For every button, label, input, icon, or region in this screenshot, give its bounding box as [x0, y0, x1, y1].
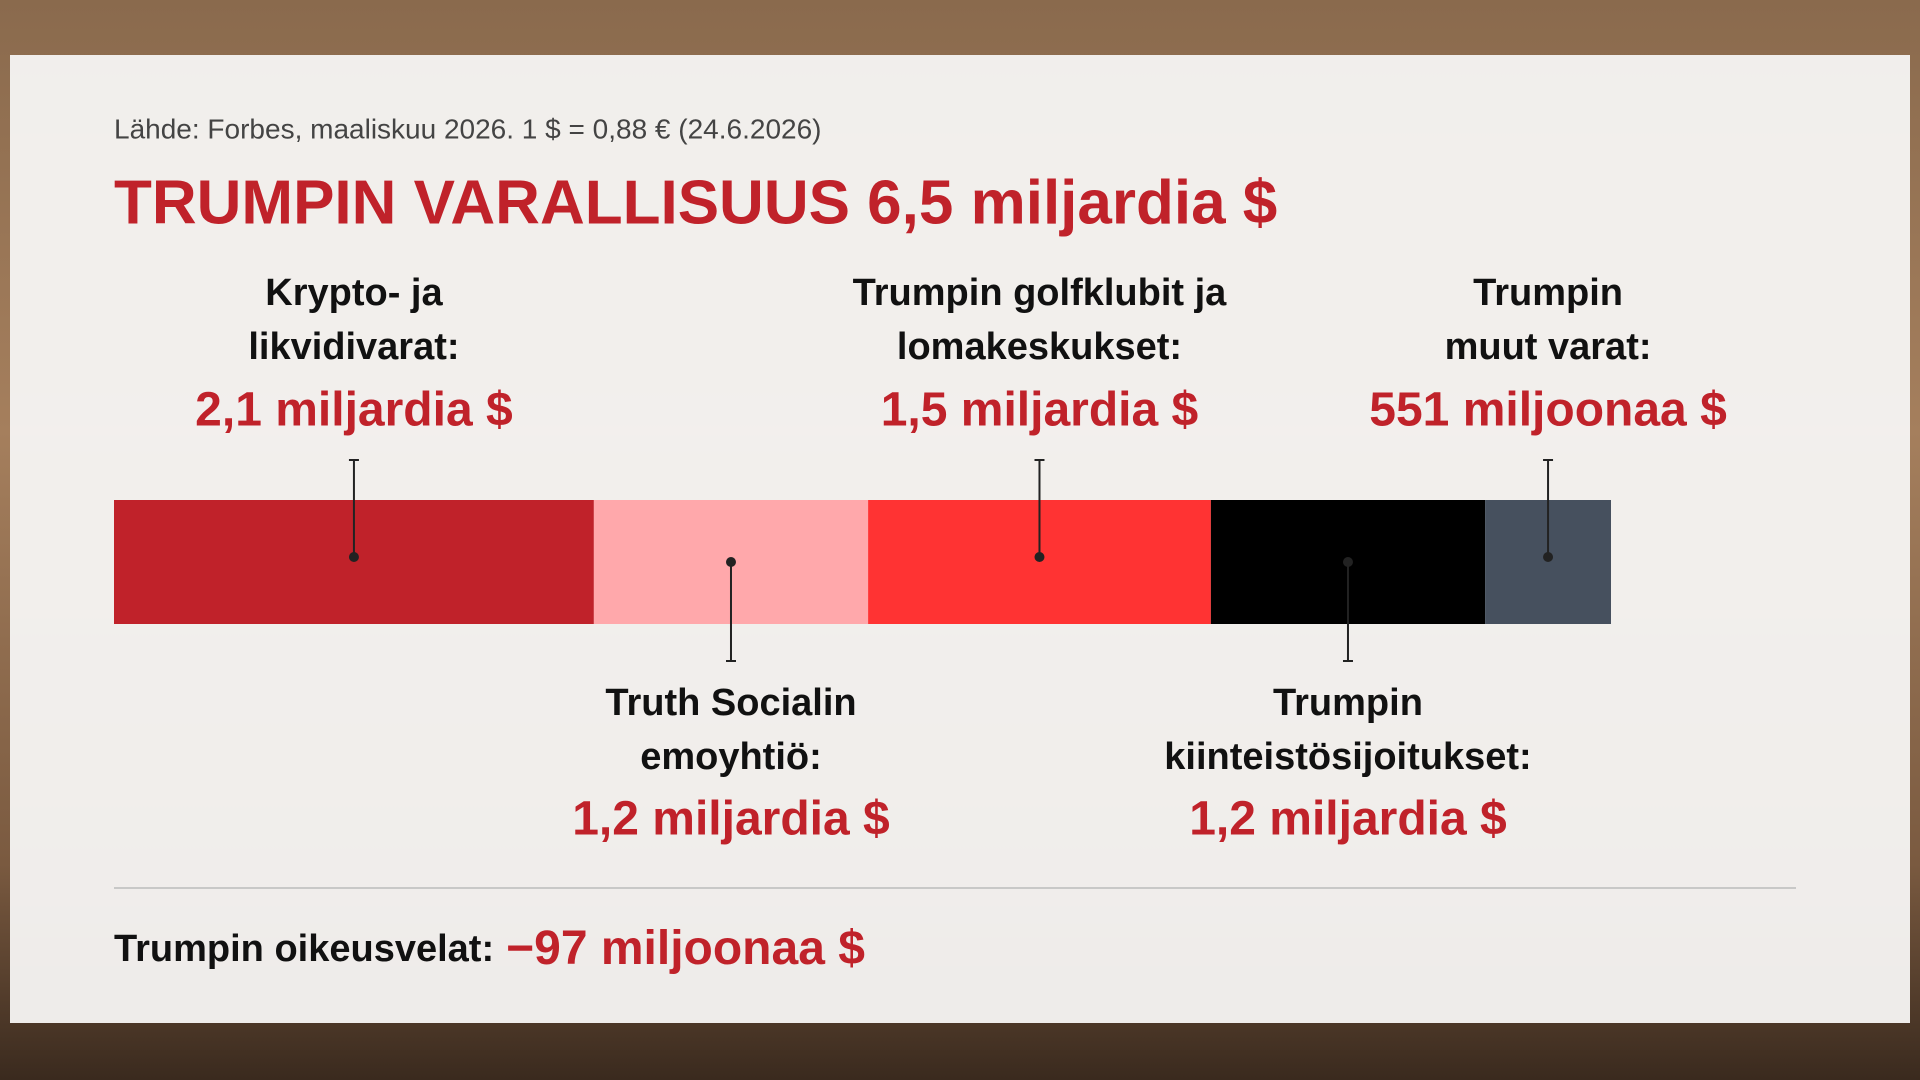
- leader-dot: [1543, 552, 1554, 562]
- leader-dot: [725, 557, 736, 567]
- segment-name-line: muut varat:: [1445, 326, 1652, 368]
- value-label: 1,2 miljardia $: [1189, 793, 1507, 846]
- debt-label: Trumpin oikeusvelat:: [114, 928, 494, 970]
- segment-name-line: Trumpin: [1473, 272, 1623, 314]
- leader-dot: [348, 552, 359, 562]
- segment-name-line: emoyhtiö:: [640, 736, 822, 778]
- segment-name: Trumpin muut varat:: [1445, 272, 1652, 368]
- value-label: 551 miljoonaa $: [1369, 384, 1727, 437]
- value-label: 2,1 miljardia $: [195, 384, 513, 437]
- leader-dot: [1034, 552, 1045, 562]
- segment-name: Krypto- ja likvidivarat:: [248, 272, 459, 368]
- segment-name-line: likvidivarat:: [248, 326, 459, 368]
- segment-name: Trumpin golfklubit ja lomakeskukset:: [853, 272, 1228, 368]
- debt-row: Trumpin oikeusvelat: −97 miljoonaa $: [114, 922, 865, 975]
- segment-name-line: kiinteistösijoitukset:: [1164, 736, 1531, 778]
- segment-name-line: lomakeskukset:: [897, 326, 1182, 368]
- segment-name: Trumpin kiinteistösijoitukset:: [1164, 682, 1531, 778]
- segment-name-line: Krypto- ja: [265, 272, 443, 314]
- segment-name-line: Trumpin golfklubit ja: [853, 272, 1228, 314]
- value-label: 1,5 miljardia $: [881, 384, 1199, 437]
- leader-dot: [1342, 557, 1353, 567]
- debt-value: −97 miljoonaa $: [506, 922, 865, 975]
- value-label: 1,2 miljardia $: [572, 793, 890, 846]
- segment-name-line: Truth Socialin: [605, 682, 856, 724]
- segment-name-line: Trumpin: [1273, 682, 1423, 724]
- segment-name: Truth Socialin emoyhtiö:: [605, 682, 856, 778]
- chart-title: TRUMPIN VARALLISUUS 6,5 miljardia $: [114, 168, 1277, 237]
- source: Lähde: Forbes, maaliskuu 2026. 1 $ = 0,8…: [114, 113, 821, 144]
